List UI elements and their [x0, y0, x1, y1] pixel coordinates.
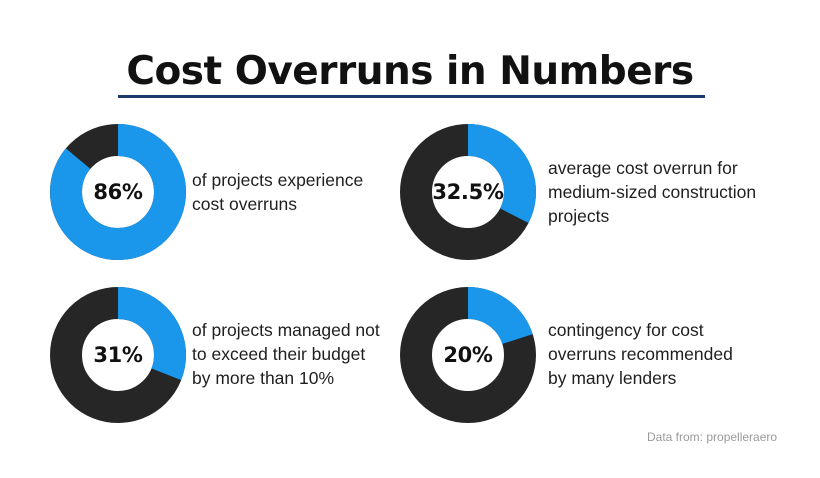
stat-description-line: of projects experience: [192, 170, 364, 190]
stat-description-line: to exceed their budget: [192, 344, 366, 364]
stat-description-2: average cost overrun for medium-sized co…: [548, 156, 756, 228]
stat-description-line: overruns recommended: [548, 344, 733, 364]
stat-description-line: cost overruns: [192, 194, 298, 214]
stat-description-line: of projects managed not: [192, 320, 380, 340]
donut-chart-3: 31%: [48, 285, 188, 425]
donut-svg-4: [400, 287, 536, 423]
donut-chart-2: 32.5%: [398, 122, 538, 262]
stat-description-1: of projects experience cost overruns: [192, 168, 363, 216]
donut-chart-1: 86%: [48, 122, 188, 262]
donut-value-arc-1: [50, 124, 186, 260]
donut-percent-label-4: 20%: [443, 343, 493, 367]
stat-description-3: of projects managed not to exceed their …: [192, 318, 380, 390]
stat-description-line: average cost overrun for: [548, 158, 738, 178]
title-underline: [118, 95, 705, 98]
donut-percent-label-1: 86%: [93, 180, 143, 204]
donut-chart-4: 20%: [398, 285, 538, 425]
stat-description-line: projects: [548, 206, 610, 226]
donut-value-arc-4: [400, 287, 536, 423]
stat-description-line: by many lenders: [548, 368, 677, 388]
stat-description-line: by more than 10%: [192, 368, 335, 388]
donut-svg-1: [50, 124, 186, 260]
donut-svg-3: [50, 287, 186, 423]
donut-svg-2: [400, 124, 536, 260]
donut-percent-label-3: 31%: [93, 343, 143, 367]
data-source-note: Data from: propelleraero: [647, 430, 778, 444]
donut-percent-label-2: 32.5%: [432, 180, 504, 204]
stat-description-line: medium-sized construction: [548, 182, 757, 202]
donut-value-arc-3: [50, 287, 186, 423]
stat-description-line: contingency for cost: [548, 320, 704, 340]
page-title: Cost Overruns in Numbers: [126, 49, 694, 94]
donut-value-arc-2: [400, 124, 536, 260]
stat-description-4: contingency for cost overruns recommende…: [548, 318, 733, 390]
